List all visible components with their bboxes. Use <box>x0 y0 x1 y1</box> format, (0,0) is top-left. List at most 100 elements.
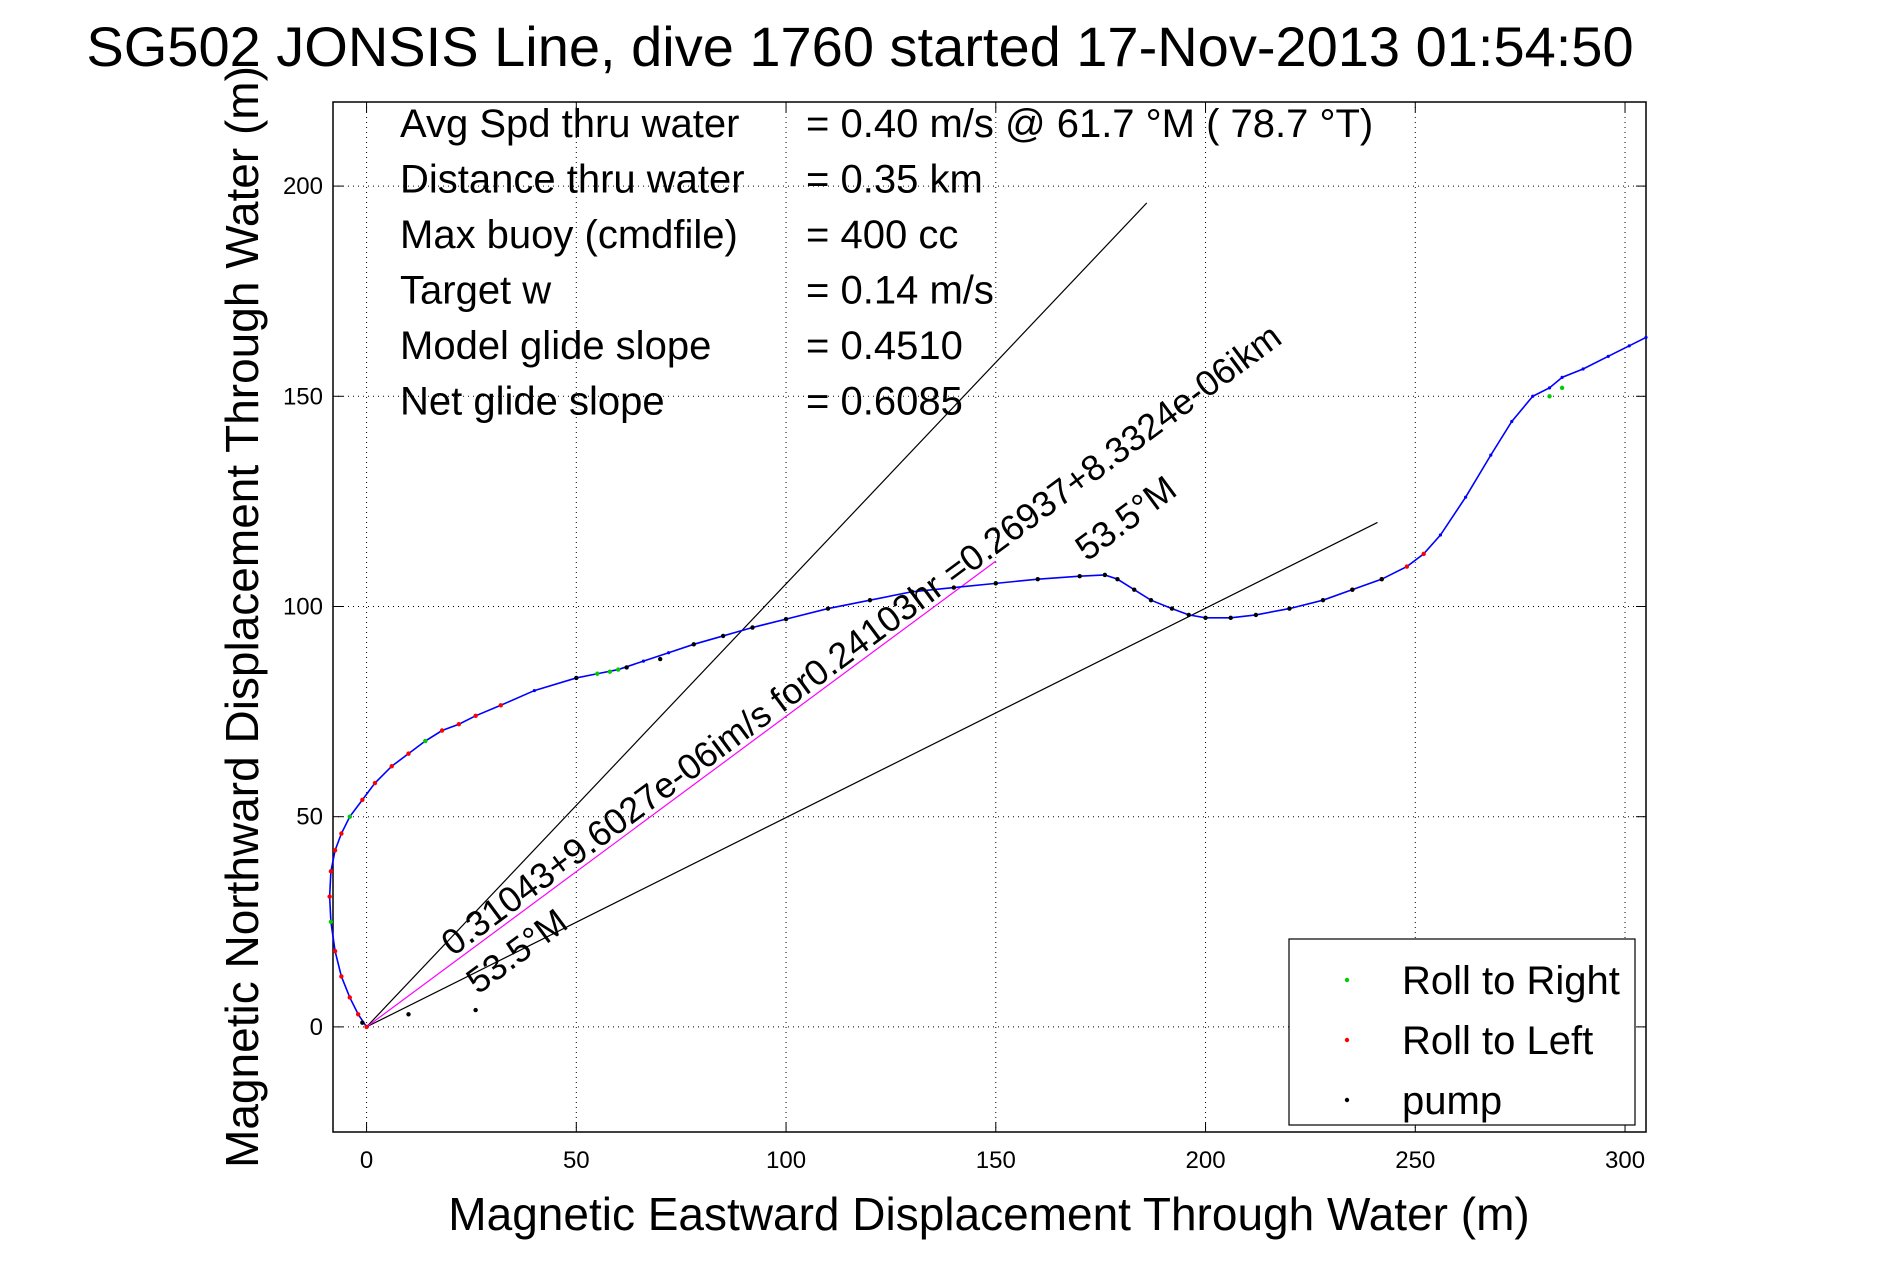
stat-label: Max buoy (cmdfile) <box>400 213 738 257</box>
y-tick-label: 0 <box>310 1014 323 1041</box>
track-point <box>532 688 536 693</box>
x-tick-label: 300 <box>1605 1147 1645 1174</box>
roll-right-point <box>423 738 428 744</box>
stat-value: = 400 cc <box>806 213 958 257</box>
series-layer <box>327 335 1648 1030</box>
track-point <box>1464 495 1468 499</box>
bearing-line <box>366 560 997 1028</box>
y-tick-label: 50 <box>296 804 323 831</box>
guide-lines <box>366 202 1378 1028</box>
legend: Roll to Right Roll to Left pump <box>1288 938 1636 1126</box>
x-tick-label: 100 <box>766 1147 806 1174</box>
roll-left-point <box>347 995 352 1000</box>
stat-label: Avg Spd thru water <box>400 102 739 146</box>
pump-point <box>993 581 998 586</box>
stat-label: Distance thru water <box>400 158 745 202</box>
pump-point <box>1379 576 1384 582</box>
y-axis-label: Magnetic Northward Displacement Through … <box>216 66 268 1168</box>
pump-point <box>783 616 789 622</box>
x-tick-label: 200 <box>1186 1147 1226 1174</box>
pump-point <box>1350 587 1355 592</box>
pump-point <box>1077 574 1082 579</box>
pump-point <box>1035 576 1040 582</box>
legend-label: Roll to Right <box>1402 959 1620 1003</box>
y-tick-label: 200 <box>283 173 323 200</box>
roll-left-point <box>364 1024 369 1030</box>
y-tick-label: 150 <box>283 383 323 410</box>
pump-point <box>658 656 663 662</box>
stat-value: = 0.14 m/s <box>806 269 994 313</box>
pump-point <box>1253 612 1259 618</box>
pump-point <box>951 585 957 590</box>
track-point <box>666 651 671 655</box>
pump-point <box>1203 615 1208 621</box>
pump-point <box>720 633 726 639</box>
stat-value: = 0.4510 <box>806 324 963 368</box>
track-point <box>1644 335 1648 340</box>
stat-label: Net glide slope <box>400 380 665 424</box>
pump-point <box>1169 606 1175 611</box>
pump-point <box>360 1020 365 1025</box>
pump-point <box>867 597 873 603</box>
pump-point <box>1228 615 1233 621</box>
roll-right-point <box>595 671 600 676</box>
track-point <box>1531 394 1535 398</box>
roll-left-point <box>1421 551 1426 557</box>
axis-ticks: 0 50 100 150 200 250 300 0 50 100 150 200 <box>283 102 1646 1174</box>
legend-label: Roll to Left <box>1402 1019 1593 1063</box>
stat-label: Target w <box>400 269 551 313</box>
roll-left-point <box>332 848 338 853</box>
track-point <box>1547 386 1552 390</box>
pump-point <box>624 665 629 670</box>
legend-label: pump <box>1402 1079 1502 1123</box>
roll-left-point <box>473 713 478 718</box>
track-point <box>1627 344 1631 348</box>
stat-value: = 0.35 km <box>806 158 983 202</box>
x-tick-label: 150 <box>976 1147 1016 1174</box>
roll-left-point <box>456 722 462 727</box>
roll-left-point <box>327 894 332 899</box>
stat-label: Model glide slope <box>400 324 711 368</box>
legend-marker-roll-right-point <box>1344 977 1350 983</box>
guide-line <box>366 521 1378 1028</box>
roll-left-point <box>328 869 334 874</box>
pump-point <box>1132 587 1137 592</box>
track-point <box>1560 375 1564 379</box>
pump-point <box>1102 572 1108 578</box>
roll-right-point <box>607 669 613 674</box>
x-axis-label: Magnetic Eastward Displacement Through W… <box>448 1188 1529 1240</box>
pump-point <box>825 606 831 611</box>
roll-left-point <box>406 751 411 756</box>
roll-left-point <box>1404 564 1410 569</box>
roll-right-point <box>328 919 334 924</box>
track-point <box>1581 367 1585 371</box>
pump-point <box>574 675 579 681</box>
guide-line <box>366 202 1148 1028</box>
track-point <box>1510 419 1514 424</box>
track-point <box>1438 533 1443 537</box>
pump-point <box>1287 606 1292 611</box>
pump-point <box>1148 597 1154 603</box>
chart-title: SG502 JONSIS Line, dive 1760 started 17-… <box>86 15 1633 78</box>
x-tick-label: 250 <box>1395 1147 1435 1174</box>
pump-point <box>1115 576 1120 582</box>
stat-value: = 0.40 m/s @ 61.7 °M ( 78.7 °T) <box>806 102 1373 146</box>
track-point <box>1606 354 1610 358</box>
pump-point <box>691 642 696 647</box>
roll-left-point <box>332 949 338 954</box>
roll-left-point <box>372 780 378 786</box>
roll-right-point <box>1559 385 1565 391</box>
legend-marker-roll-left-point <box>1344 1037 1350 1043</box>
pump-point <box>1320 597 1326 603</box>
pump-point <box>1186 612 1191 618</box>
roll-left-point <box>339 831 344 836</box>
legend-box <box>1288 938 1636 1126</box>
stat-value: = 0.6085 <box>806 380 963 424</box>
roll-right-point <box>616 667 621 672</box>
x-tick-label: 0 <box>360 1147 373 1174</box>
track-point <box>641 659 646 663</box>
roll-left-point <box>355 1012 361 1017</box>
track-point <box>1489 453 1493 457</box>
y-tick-label: 100 <box>283 593 323 620</box>
pump-point <box>406 1012 411 1017</box>
